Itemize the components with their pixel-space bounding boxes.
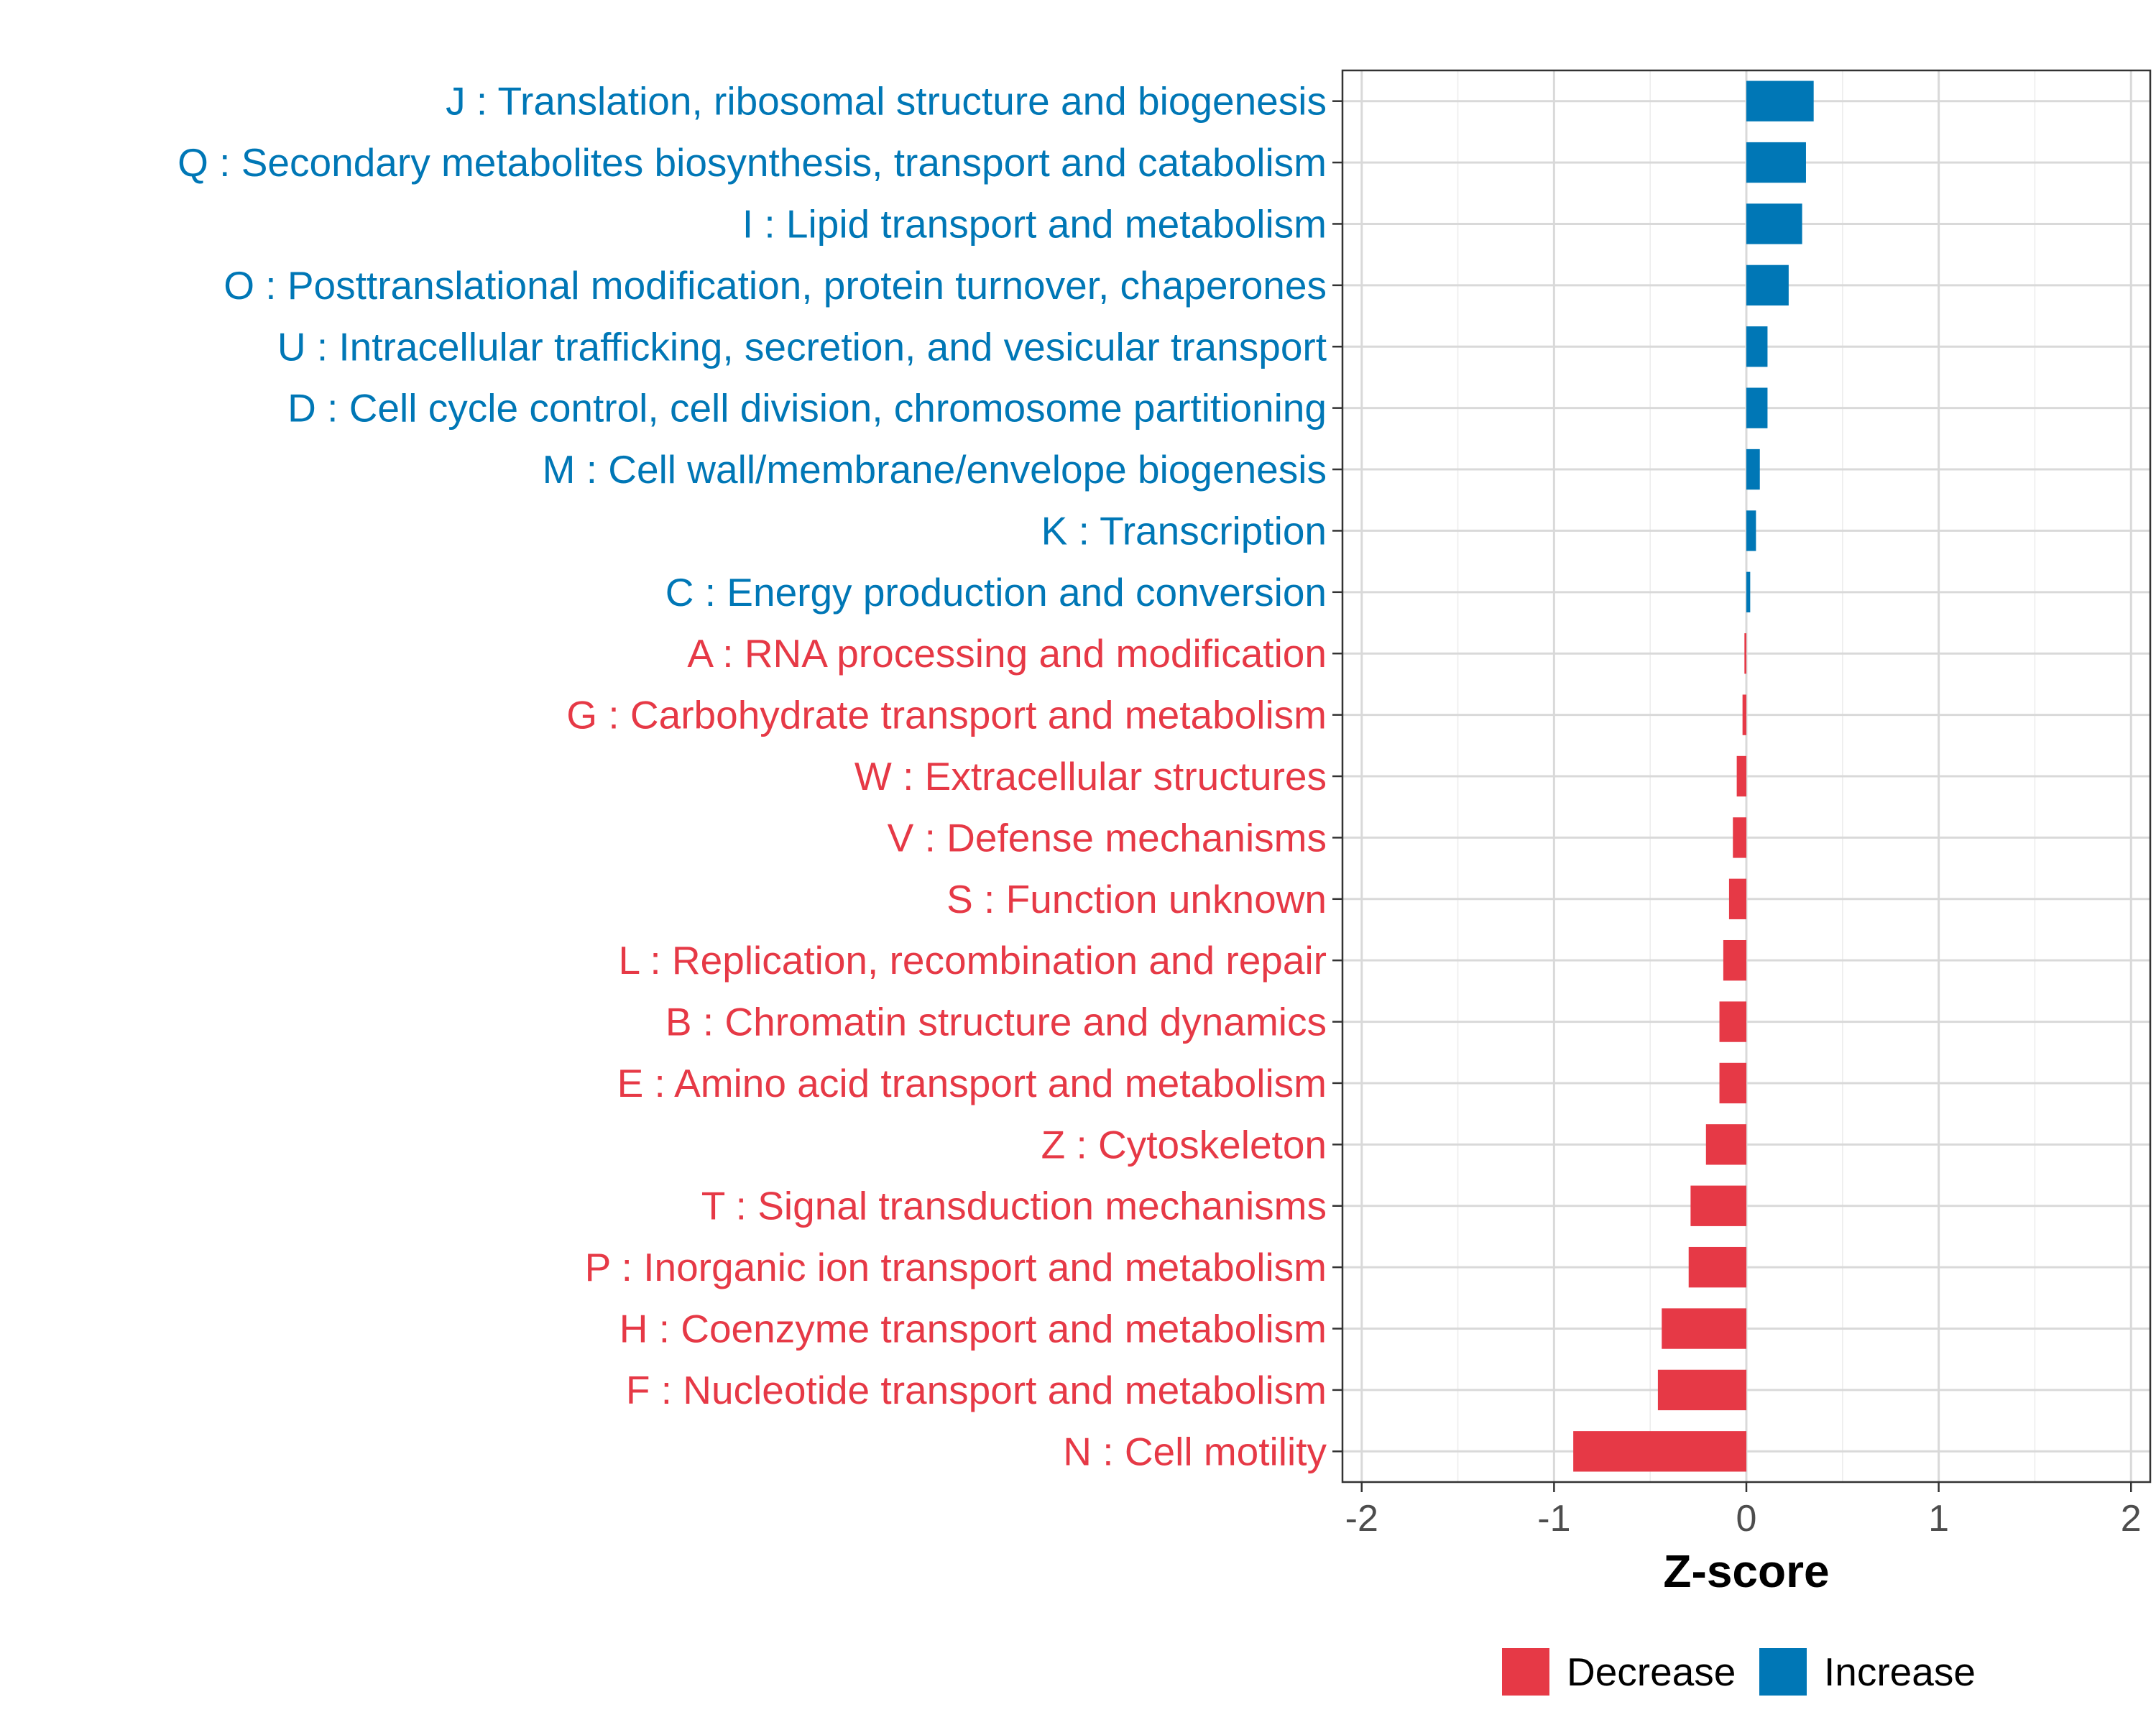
y-tick-label: T : Signal transduction mechanisms — [701, 1184, 1327, 1228]
bar — [1746, 510, 1756, 551]
legend-key — [1502, 1648, 1549, 1696]
bar — [1746, 571, 1751, 613]
bar — [1746, 264, 1789, 306]
bars — [1573, 80, 1814, 1472]
bar — [1719, 1001, 1746, 1042]
y-tick-label: Q : Secondary metabolites biosynthesis, … — [178, 140, 1327, 185]
legend-key — [1759, 1648, 1807, 1696]
y-tick-label: A : RNA processing and modification — [687, 631, 1327, 676]
y-tick-label: V : Defense mechanisms — [888, 815, 1327, 860]
bar — [1728, 878, 1746, 919]
bar — [1746, 80, 1814, 121]
y-tick-label: L : Replication, recombination and repai… — [619, 938, 1327, 983]
y-tick-label: W : Extracellular structures — [854, 754, 1327, 799]
bar — [1733, 817, 1746, 858]
y-tick-label: J : Translation, ribosomal structure and… — [446, 79, 1327, 124]
bar — [1705, 1124, 1746, 1165]
bar — [1688, 1246, 1746, 1288]
bar — [1690, 1185, 1746, 1226]
y-tick-label: C : Energy production and conversion — [665, 570, 1327, 615]
legend: Decrease Increase — [1502, 1648, 1976, 1696]
legend-label: Decrease — [1567, 1650, 1736, 1694]
y-tick-label: B : Chromatin structure and dynamics — [665, 1000, 1327, 1044]
y-tick-label: E : Amino acid transport and metabolism — [617, 1061, 1327, 1105]
y-tick-label: F : Nucleotide transport and metabolism — [626, 1368, 1327, 1412]
bar — [1746, 142, 1806, 183]
x-tick-label: 2 — [2121, 1498, 2142, 1540]
y-tick-label: N : Cell motility — [1063, 1429, 1327, 1473]
bar — [1573, 1431, 1746, 1472]
y-tick-label: Z : Cytoskeleton — [1041, 1122, 1327, 1167]
y-tick-label: D : Cell cycle control, cell division, c… — [287, 386, 1327, 431]
legend-label: Increase — [1824, 1650, 1976, 1694]
bar — [1736, 755, 1746, 797]
y-tick-label: S : Function unknown — [946, 877, 1327, 921]
y-tick-label: M : Cell wall/membrane/envelope biogenes… — [543, 447, 1327, 492]
x-axis: -2 -1 0 1 2 — [1345, 1482, 2142, 1540]
y-tick-label: P : Inorganic ion transport and metaboli… — [585, 1245, 1327, 1289]
y-tick-label: G : Carbohydrate transport and metabolis… — [566, 693, 1327, 737]
bar — [1662, 1308, 1746, 1349]
bar — [1746, 326, 1768, 367]
x-axis-title: Z-score — [1663, 1545, 1829, 1597]
bar — [1746, 203, 1802, 244]
bar — [1742, 694, 1746, 735]
bar — [1657, 1369, 1746, 1411]
x-tick-label: -1 — [1537, 1498, 1570, 1540]
bar — [1723, 939, 1746, 981]
y-tick-label: H : Coenzyme transport and metabolism — [619, 1307, 1327, 1351]
y-tick-label: I : Lipid transport and metabolism — [742, 201, 1327, 246]
bar — [1744, 633, 1746, 674]
x-tick-label: 0 — [1736, 1498, 1757, 1540]
bar — [1746, 448, 1760, 490]
bar — [1746, 387, 1768, 428]
y-tick-label: U : Intracellular trafficking, secretion… — [277, 324, 1327, 369]
bar — [1719, 1062, 1746, 1104]
x-tick-label: 1 — [1928, 1498, 1949, 1540]
y-tick-label: K : Transcription — [1041, 508, 1327, 553]
y-axis: J : Translation, ribosomal structure and… — [178, 79, 1342, 1473]
x-tick-label: -2 — [1345, 1498, 1378, 1540]
y-tick-label: O : Posttranslational modification, prot… — [224, 263, 1327, 308]
